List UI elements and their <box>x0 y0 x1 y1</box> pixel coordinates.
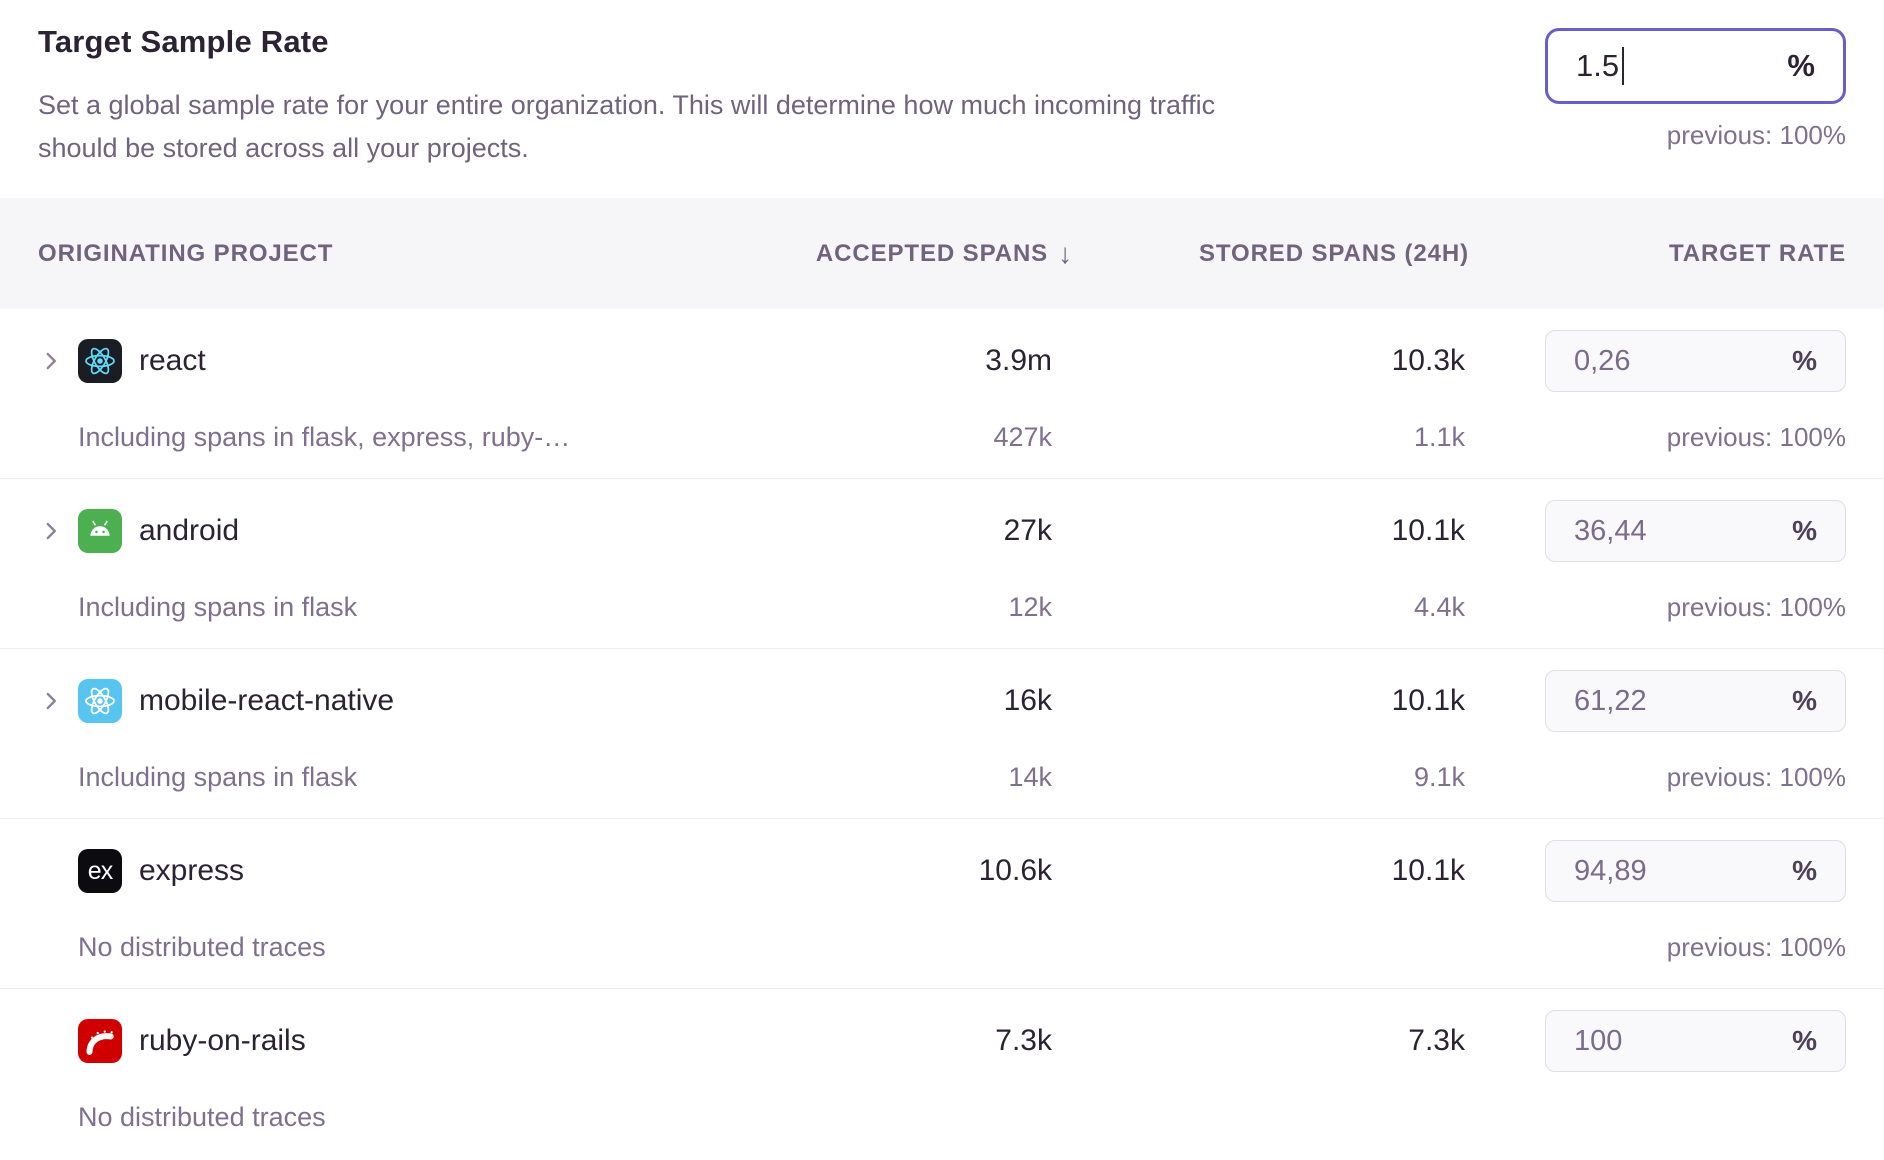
target-rate-input[interactable]: 94,89 % <box>1545 840 1846 902</box>
accepted-spans-value: 7.3k <box>995 1024 1052 1057</box>
percent-suffix: % <box>1792 855 1817 886</box>
target-rate-value: 100 <box>1574 1024 1623 1057</box>
column-target-rate: TARGET RATE <box>1669 239 1846 267</box>
accepted-spans-value: 16k <box>1003 684 1052 717</box>
page-description: Set a global sample rate for your entire… <box>38 90 1216 163</box>
accepted-spans-value: 10.6k <box>978 854 1052 887</box>
table-row-ruby-on-rails: ruby-on-rails 7.3k 7.3k 100 % No distrib… <box>0 989 1884 1159</box>
percent-suffix: % <box>1787 48 1815 83</box>
percent-suffix: % <box>1792 1025 1817 1056</box>
column-originating-project: ORIGINATING PROJECT <box>38 239 334 267</box>
target-rate-value: 36,44 <box>1574 514 1647 547</box>
project-subtext: Including spans in flask <box>78 761 358 792</box>
target-rate-value: 61,22 <box>1574 684 1647 717</box>
accepted-spans-value: 3.9m <box>985 344 1052 377</box>
accepted-spans-subvalue: 427k <box>993 421 1052 452</box>
chevron-spacer <box>38 1028 64 1054</box>
stored-spans-subvalue: 4.4k <box>1413 591 1465 622</box>
react-icon <box>78 339 122 383</box>
project-name: android <box>139 514 240 547</box>
accepted-spans-subvalue: 14k <box>1008 761 1052 792</box>
project-subtext: No distributed traces <box>78 1101 326 1132</box>
percent-suffix: % <box>1792 515 1817 546</box>
previous-rate-label: previous: 100% <box>1666 421 1846 452</box>
table-row-react: react 3.9m 10.3k 0,26 % Including spans … <box>0 309 1884 479</box>
project-cell: ex express <box>38 819 244 923</box>
project-name: mobile-react-native <box>139 684 395 717</box>
previous-rate-label: previous: 100% <box>1666 120 1846 150</box>
stored-spans-value: 10.1k <box>1391 514 1465 547</box>
global-sample-rate-input[interactable]: 1.5 % <box>1545 28 1846 104</box>
target-rate-input[interactable]: 100 % <box>1545 1010 1846 1072</box>
page-title: Target Sample Rate <box>38 24 329 59</box>
project-cell: react <box>38 309 206 413</box>
target-rate-value: 0,26 <box>1574 344 1631 377</box>
project-cell: mobile-react-native <box>38 649 394 753</box>
chevron-spacer <box>38 858 64 884</box>
expand-chevron-icon[interactable] <box>38 348 64 374</box>
target-rate-input[interactable]: 36,44 % <box>1545 500 1846 562</box>
target-sample-rate-section: Target Sample Rate Set a global sample r… <box>0 0 1884 198</box>
previous-rate-label: previous: 100% <box>1666 591 1846 622</box>
stored-spans-value: 7.3k <box>1408 1024 1465 1057</box>
stored-spans-subvalue: 9.1k <box>1413 761 1465 792</box>
global-sample-rate-value: 1.5 <box>1576 47 1625 85</box>
stored-spans-value: 10.1k <box>1391 854 1465 887</box>
expand-chevron-icon[interactable] <box>38 688 64 714</box>
android-icon <box>78 509 122 553</box>
project-subtext: Including spans in flask <box>78 591 358 622</box>
project-cell: ruby-on-rails <box>38 989 306 1093</box>
column-accepted-spans[interactable]: ACCEPTED SPANS ↓ <box>816 198 1073 309</box>
accepted-spans-subvalue: 12k <box>1008 591 1052 622</box>
text-caret <box>1622 47 1625 85</box>
target-rate-input[interactable]: 0,26 % <box>1545 330 1846 392</box>
project-name: express <box>139 854 245 887</box>
project-cell: android <box>38 479 239 583</box>
react-native-icon <box>78 679 122 723</box>
stored-spans-value: 10.3k <box>1391 344 1465 377</box>
target-rate-value: 94,89 <box>1574 854 1647 887</box>
target-rate-input[interactable]: 61,22 % <box>1545 670 1846 732</box>
accepted-spans-value: 27k <box>1003 514 1052 547</box>
project-subtext: Including spans in flask, express, ruby-… <box>78 421 571 452</box>
previous-rate-label: previous: 100% <box>1666 931 1846 962</box>
project-name: react <box>139 344 206 377</box>
column-accepted-spans-label: ACCEPTED SPANS <box>815 239 1049 267</box>
table-row-android: android 27k 10.1k 36,44 % Including span… <box>0 479 1884 649</box>
expand-chevron-icon[interactable] <box>38 518 64 544</box>
projects-table: react 3.9m 10.3k 0,26 % Including spans … <box>0 309 1884 1159</box>
sort-descending-icon: ↓ <box>1058 237 1073 269</box>
rails-icon <box>78 1019 122 1063</box>
stored-spans-subvalue: 1.1k <box>1413 421 1465 452</box>
project-name: ruby-on-rails <box>139 1024 306 1057</box>
table-header: ORIGINATING PROJECT ACCEPTED SPANS ↓ STO… <box>0 198 1884 309</box>
express-icon: ex <box>78 849 122 893</box>
previous-rate-label: previous: 100% <box>1666 761 1846 792</box>
column-stored-spans: STORED SPANS (24H) <box>1198 239 1469 267</box>
table-row-express: ex express 10.6k 10.1k 94,89 % No distri… <box>0 819 1884 989</box>
percent-suffix: % <box>1792 685 1817 716</box>
stored-spans-value: 10.1k <box>1391 684 1465 717</box>
percent-suffix: % <box>1792 345 1817 376</box>
table-row-mobile-react-native: mobile-react-native 16k 10.1k 61,22 % In… <box>0 649 1884 819</box>
project-subtext: No distributed traces <box>78 931 326 962</box>
